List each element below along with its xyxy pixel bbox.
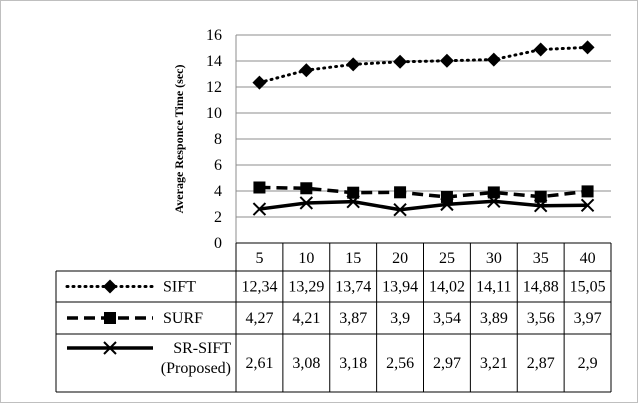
y-tick-label: 4 [214,183,222,200]
data-point [487,186,500,199]
legend-key-marker [103,341,117,355]
data-point [253,181,266,194]
data-point [533,198,548,213]
y-tick-label: 14 [206,53,222,70]
legend-key-marker [104,312,116,324]
data-label: 3,87 [339,310,367,327]
legend: SIFT SURF SR-SIFT (Proposed) [65,279,231,377]
data-point [346,57,361,72]
data-point [394,186,407,199]
data-point [581,185,594,198]
data-point [393,54,408,69]
data-label: 3,08 [292,355,320,372]
y-tick-label: 2 [214,209,222,226]
y-tick-label: 8 [214,131,222,148]
series-line [257,45,590,85]
data-label: 4,21 [292,310,320,327]
data-label: 14,11 [476,279,511,296]
data-point [299,63,314,78]
data-label: 4,27 [245,310,273,327]
category-label: 35 [533,250,549,267]
legend-label: (Proposed) [161,360,231,377]
y-tick-labels: 0 2 4 6 8 10 12 14 16 [206,27,222,252]
data-point [252,202,267,216]
legend-label: SURF [163,310,203,327]
data-label: 3,89 [480,310,508,327]
data-table: 5 10 15 20 25 30 35 40 12,34 13,29 13,74 13,94 14,02… [55,242,612,393]
series-plot-area [252,40,595,217]
data-label: 15,05 [570,279,606,296]
category-label: 10 [298,250,314,267]
data-label: 2,97 [433,355,461,372]
data-label: 2,61 [245,355,273,372]
y-tick-label: 10 [206,105,222,122]
y-tick-label: 6 [214,157,222,174]
category-label: 40 [580,250,596,267]
data-label: 3,9 [390,310,410,327]
series-line [259,199,588,212]
y-tick-label: 16 [206,27,222,44]
grid [235,34,611,243]
data-label: 3,56 [527,310,555,327]
data-label: 2,87 [527,355,555,372]
data-point [486,52,501,67]
data-point [300,182,313,195]
data-label: 3,18 [339,355,367,372]
legend-label: SR-SIFT [173,340,231,357]
data-point [252,75,267,90]
data-label: 13,29 [288,279,324,296]
series-line [259,185,588,199]
y-tick-label: 12 [206,79,222,96]
y-axis-label: Average Responce Time (sec) [172,65,186,214]
data-point [487,194,501,208]
data-point [347,186,360,199]
data-label: 2,56 [386,355,414,372]
category-label: 25 [439,250,455,267]
data-point [439,53,454,68]
data-label: 3,97 [574,310,602,327]
legend-key-marker [103,279,117,294]
data-label: 2,9 [578,355,598,372]
legend-label: SIFT [163,279,196,296]
data-point [534,190,547,203]
data-point [580,40,595,55]
data-point [440,197,454,212]
category-label: 5 [255,250,263,267]
category-label: 30 [486,250,502,267]
data-label: 13,94 [382,279,418,296]
data-label: 3,21 [480,355,508,372]
data-point [299,196,314,210]
data-point [580,198,595,213]
category-label: 20 [392,250,408,267]
category-label: 15 [345,250,361,267]
y-tick-label: 0 [214,235,222,252]
data-point [533,42,548,57]
data-point [393,203,407,217]
data-label: 14,88 [523,279,559,296]
data-label: 14,02 [429,279,465,296]
data-label: 13,74 [335,279,371,296]
data-label: 12,34 [241,279,277,296]
data-label: 3,54 [433,310,461,327]
data-point [346,194,360,209]
